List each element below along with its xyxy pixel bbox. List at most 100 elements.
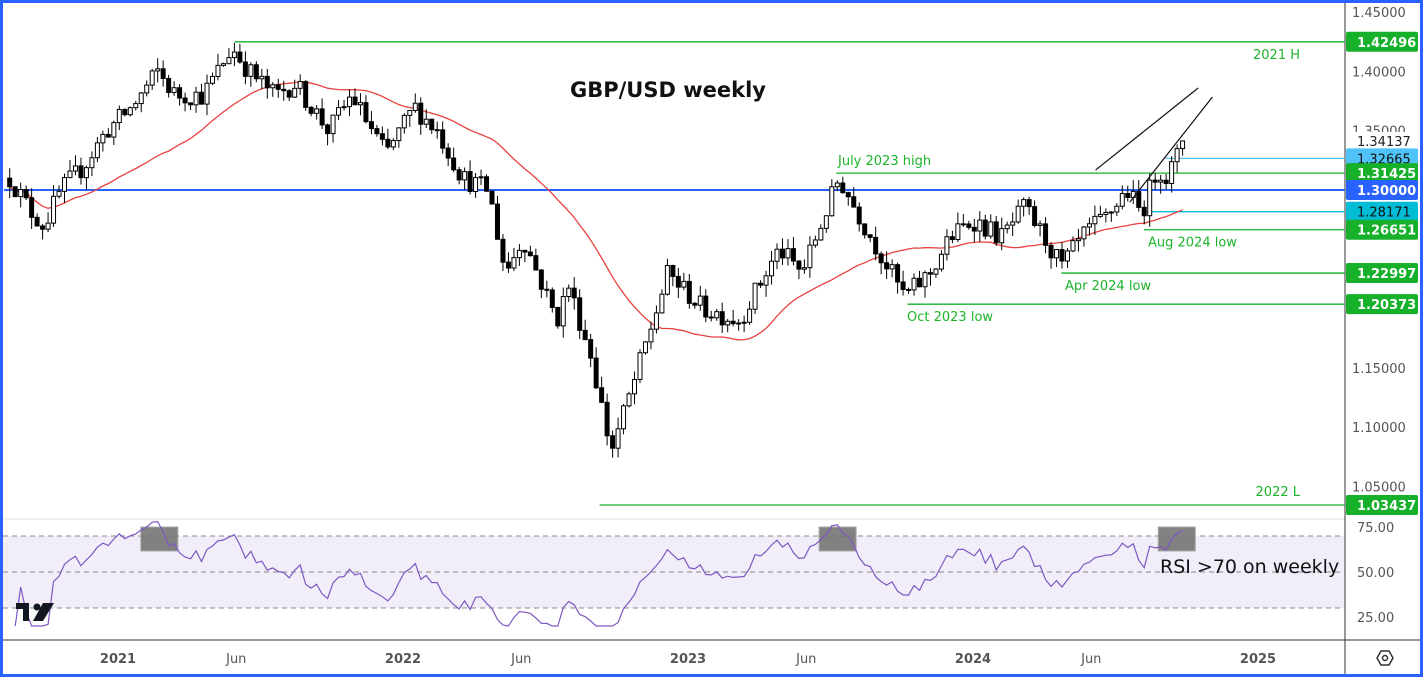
level-annotation: Aug 2024 low	[1148, 236, 1237, 251]
candle-body-up	[1081, 226, 1087, 240]
candle	[938, 250, 944, 272]
candle	[1064, 248, 1070, 268]
candle-body-down	[670, 264, 676, 277]
candle-body-down	[588, 339, 594, 359]
time-axis[interactable]: 2021 Jun 2022 Jun 2023 Jun 2024 Jun 2025	[100, 652, 1276, 667]
candle	[741, 315, 747, 333]
candle	[1147, 173, 1153, 227]
candle-body-up	[270, 84, 276, 89]
candle-body-down	[105, 133, 111, 138]
candle	[242, 51, 248, 85]
candle	[253, 61, 259, 83]
rsi-annotation: RSI >70 on weekly	[1160, 556, 1339, 578]
candle	[363, 95, 369, 124]
candle-body-down	[544, 288, 550, 291]
candle	[494, 195, 500, 240]
candle-body-down	[286, 90, 292, 98]
candle-body-up	[1103, 211, 1109, 215]
candle	[577, 289, 583, 340]
candle	[637, 349, 643, 384]
candle	[621, 403, 627, 435]
candle	[747, 301, 753, 325]
candle	[632, 371, 638, 405]
tradingview-logo[interactable]	[16, 603, 54, 621]
rsi-axis-tick: 75.00	[1357, 521, 1394, 536]
time-axis-tick: 2025	[1240, 652, 1276, 667]
candle	[1174, 144, 1180, 173]
candle-body-up	[401, 114, 407, 129]
candle-body-down	[867, 234, 873, 238]
price-badge-label: 1.22997	[1357, 267, 1416, 282]
price-badge	[1346, 201, 1418, 222]
price-axis-tick: 1.05000	[1352, 481, 1406, 496]
candle-body-up	[116, 108, 122, 124]
candle-body-up	[664, 264, 670, 295]
candle-body-down	[275, 84, 281, 90]
candle-body-down	[264, 75, 270, 89]
candle-body-up	[357, 102, 363, 106]
candle	[199, 83, 205, 105]
candle-body-down	[467, 171, 473, 193]
candle-body-down	[960, 223, 966, 226]
candle	[1037, 220, 1043, 237]
candle	[1169, 156, 1175, 193]
candle-body-down	[177, 87, 183, 99]
candle-body-down	[445, 147, 451, 159]
chart-title: GBP/USD weekly	[570, 78, 766, 102]
channel-line-upper[interactable]	[1095, 87, 1199, 171]
candle	[204, 74, 210, 116]
candle	[895, 262, 901, 294]
candle-body-down	[319, 108, 325, 126]
candle	[303, 80, 309, 111]
candle-body-down	[610, 435, 616, 449]
candle-body-down	[1136, 190, 1142, 208]
candle	[281, 80, 287, 101]
annotations: 2021 H July 2023 high Aug 2024 low Apr 2024…	[837, 48, 1301, 500]
candle	[955, 212, 961, 243]
candle	[977, 211, 983, 242]
candle	[549, 287, 555, 313]
candle	[604, 393, 610, 446]
candle	[807, 236, 813, 278]
candle	[325, 123, 331, 146]
candle-body-down	[505, 261, 511, 269]
candle-body-up	[248, 64, 254, 77]
candle	[1097, 205, 1103, 218]
rsi-pane	[3, 526, 1345, 609]
candle	[177, 84, 183, 106]
price-axis[interactable]: 1.450001.400001.350001.150001.100001.050…	[1346, 6, 1420, 626]
candle	[341, 99, 347, 111]
candle	[752, 282, 758, 314]
candle-body-up	[1037, 223, 1043, 226]
candle-body-up	[292, 87, 298, 98]
candle-body-up	[511, 257, 517, 269]
price-axis-tick: 1.45000	[1352, 6, 1406, 21]
candle	[988, 214, 994, 239]
rsi-overbought-highlight	[818, 526, 857, 552]
candle	[209, 72, 215, 86]
candle	[566, 284, 572, 302]
candle	[270, 82, 276, 97]
candle-body-down	[199, 91, 205, 105]
candle	[347, 89, 353, 117]
settings-icon[interactable]	[1376, 650, 1394, 666]
candle-body-up	[149, 70, 155, 86]
channel-line-lower[interactable]	[1129, 96, 1213, 203]
candle-body-down	[379, 133, 385, 140]
candle-body-up	[988, 221, 994, 237]
candle	[138, 92, 144, 113]
candle	[1086, 217, 1092, 236]
candle	[1081, 225, 1087, 247]
candle	[188, 102, 194, 111]
candle	[626, 391, 632, 408]
candle	[796, 260, 802, 280]
candle-body-up	[741, 321, 747, 324]
candle	[790, 237, 796, 266]
candle	[489, 190, 495, 205]
level-lines	[4, 41, 1345, 506]
candle-body-down	[906, 288, 912, 291]
candle	[544, 280, 550, 298]
candle	[538, 269, 544, 299]
candle-body-down	[23, 189, 29, 199]
